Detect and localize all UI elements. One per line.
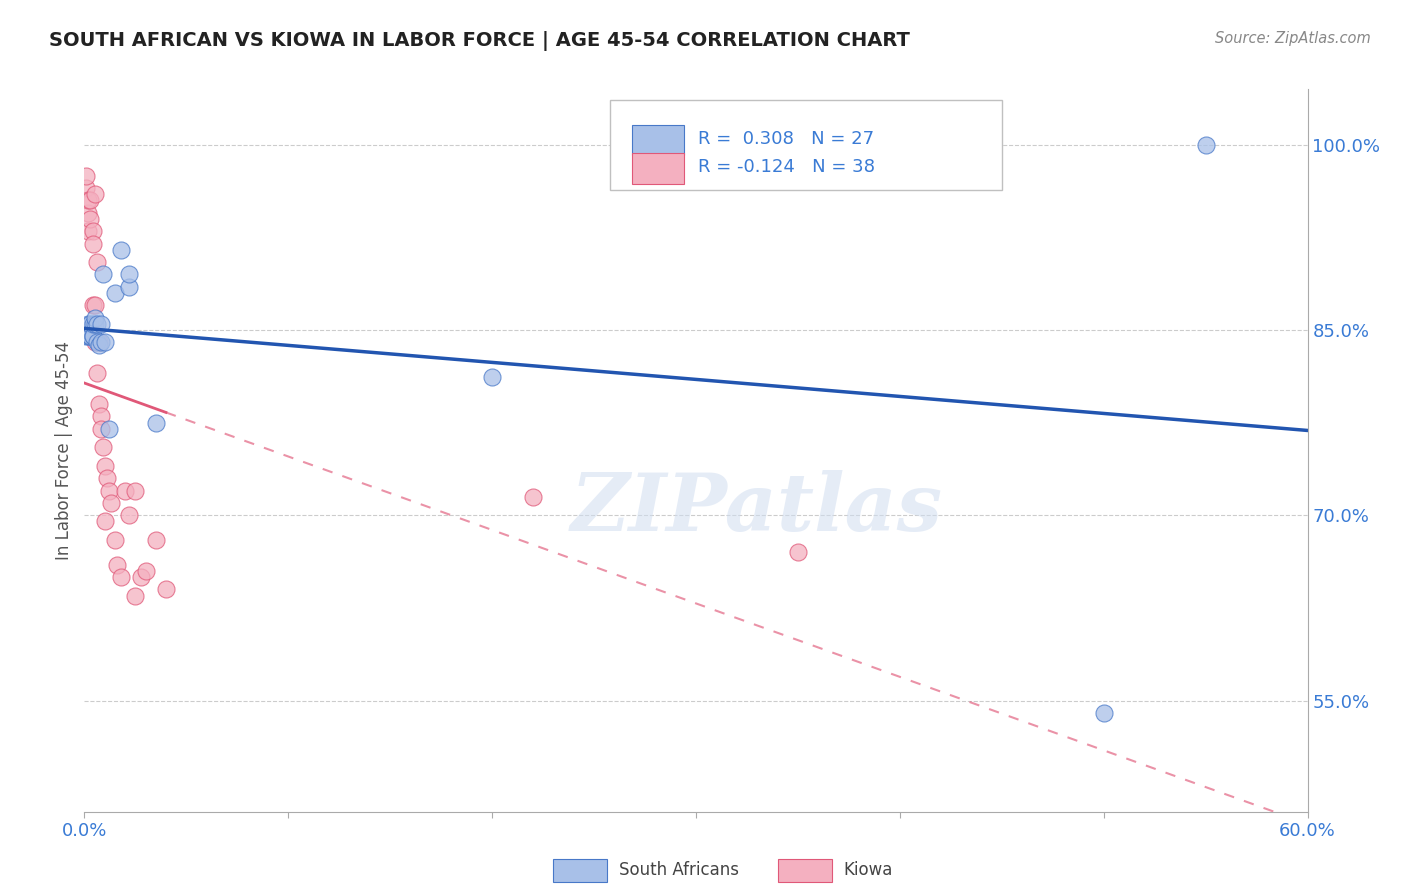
- Point: [481, 370, 503, 384]
- Point: [79, 329, 101, 343]
- Point: [91, 268, 114, 282]
- Point: [77, 224, 100, 238]
- Point: [90, 317, 112, 331]
- Point: [100, 496, 122, 510]
- FancyBboxPatch shape: [633, 125, 683, 155]
- Point: [82, 224, 104, 238]
- Point: [1092, 706, 1115, 720]
- Point: [93, 458, 115, 473]
- Point: [83, 310, 105, 325]
- Point: [79, 194, 101, 208]
- Point: [93, 335, 115, 350]
- Point: [86, 255, 108, 269]
- Point: [86, 317, 108, 331]
- Text: Source: ZipAtlas.com: Source: ZipAtlas.com: [1215, 31, 1371, 46]
- Point: [1195, 137, 1218, 152]
- Point: [110, 570, 132, 584]
- Point: [787, 545, 810, 559]
- Point: [124, 589, 146, 603]
- Point: [87, 335, 110, 350]
- Point: [77, 205, 100, 219]
- Point: [86, 366, 108, 380]
- Point: [77, 329, 100, 343]
- Point: [114, 483, 136, 498]
- Point: [77, 194, 100, 208]
- Point: [83, 298, 105, 312]
- Point: [86, 335, 108, 350]
- Point: [83, 335, 105, 350]
- Point: [131, 570, 153, 584]
- Point: [83, 187, 105, 202]
- Text: South Africans: South Africans: [619, 861, 738, 879]
- Point: [77, 317, 100, 331]
- Point: [82, 236, 104, 251]
- Text: SOUTH AFRICAN VS KIOWA IN LABOR FORCE | AGE 45-54 CORRELATION CHART: SOUTH AFRICAN VS KIOWA IN LABOR FORCE | …: [49, 31, 910, 51]
- Point: [124, 483, 146, 498]
- Point: [104, 285, 127, 300]
- Text: ZIPatlas: ZIPatlas: [571, 469, 943, 547]
- Point: [79, 329, 101, 343]
- Point: [82, 329, 104, 343]
- Point: [82, 329, 104, 343]
- Point: [118, 280, 141, 294]
- Point: [83, 317, 105, 331]
- Point: [87, 338, 110, 352]
- Point: [118, 508, 141, 523]
- Point: [97, 422, 120, 436]
- Point: [75, 169, 97, 183]
- Point: [522, 490, 544, 504]
- Point: [135, 564, 157, 578]
- Point: [145, 416, 167, 430]
- Point: [118, 268, 141, 282]
- FancyBboxPatch shape: [610, 100, 1002, 190]
- Point: [105, 558, 128, 572]
- FancyBboxPatch shape: [633, 153, 683, 184]
- Text: Kiowa: Kiowa: [844, 861, 893, 879]
- Point: [75, 181, 97, 195]
- Text: R =  0.308   N = 27: R = 0.308 N = 27: [699, 129, 875, 148]
- Y-axis label: In Labor Force | Age 45-54: In Labor Force | Age 45-54: [55, 341, 73, 560]
- Point: [79, 211, 101, 226]
- Point: [145, 533, 167, 547]
- Point: [90, 409, 112, 424]
- Point: [79, 317, 101, 331]
- Point: [104, 533, 127, 547]
- Point: [97, 483, 120, 498]
- Point: [90, 335, 112, 350]
- Point: [90, 422, 112, 436]
- Point: [110, 243, 132, 257]
- Point: [87, 397, 110, 411]
- Point: [82, 298, 104, 312]
- Point: [75, 329, 97, 343]
- Point: [82, 317, 104, 331]
- Point: [155, 582, 177, 597]
- Point: [93, 515, 115, 529]
- Point: [96, 471, 118, 485]
- Point: [91, 441, 114, 455]
- Text: R = -0.124   N = 38: R = -0.124 N = 38: [699, 158, 876, 176]
